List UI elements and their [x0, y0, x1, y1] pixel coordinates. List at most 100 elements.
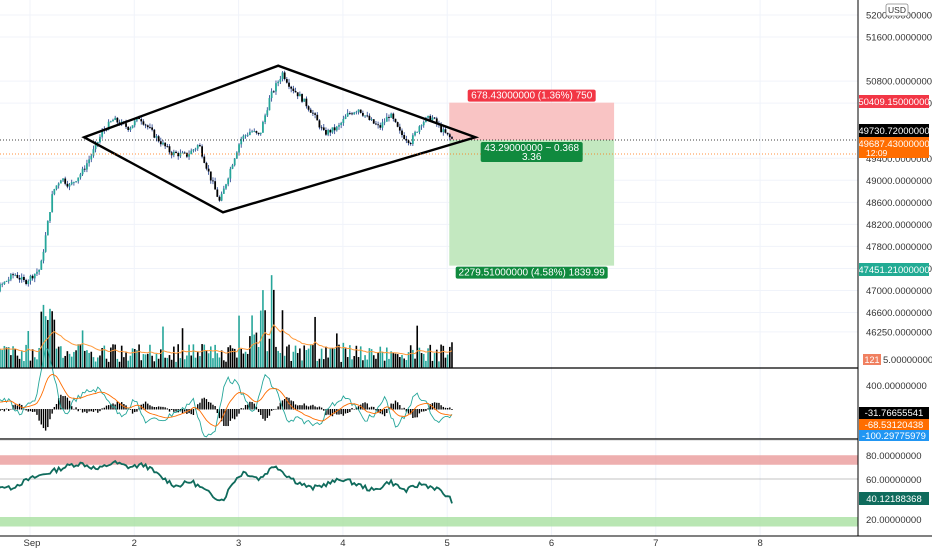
price-tick-label: 48200.00000000 [866, 220, 932, 231]
macd-histogram-bar [247, 404, 249, 410]
volume-bars [0, 275, 453, 368]
volume-bar [75, 350, 77, 368]
time-tick-label: 2 [132, 538, 137, 549]
macd-histogram-bar [407, 409, 410, 414]
svg-text:-31.76655541: -31.76655541 [865, 408, 924, 419]
volume-bar [442, 345, 445, 368]
volume-bar [144, 354, 147, 368]
candle-body [266, 110, 269, 116]
currency-badge[interactable]: USD [885, 3, 909, 17]
price-tick-label: 47800.00000000 [866, 242, 932, 253]
volume-bar [7, 347, 10, 368]
macd-histogram-bar [118, 403, 121, 410]
volume-bar [251, 315, 253, 368]
diamond-pattern[interactable] [81, 64, 480, 214]
time-tick-label: 5 [445, 538, 450, 549]
bid-price-tag: 49687.43000000 12:09 [858, 137, 930, 158]
macd-histogram-bar [86, 409, 88, 414]
candle-body [298, 94, 301, 97]
candle-body [127, 126, 130, 131]
volume-bar [403, 358, 405, 368]
position-stop-zone[interactable] [449, 102, 615, 141]
volume-bar [322, 359, 325, 368]
stop-label-box[interactable]: 678.43000000 (1.36%) 750 [467, 89, 596, 102]
volume-bar [290, 360, 292, 368]
volume-bar [394, 353, 397, 368]
candle-body [272, 91, 275, 93]
entry-label-box[interactable]: 43.29000000 ~ 0.368 3.36 [480, 142, 583, 163]
candle-body [361, 112, 364, 116]
candle-body [235, 152, 238, 159]
svg-text:-100.29775979: -100.29775979 [862, 431, 926, 442]
volume-bar [425, 360, 427, 368]
volume-bar [157, 358, 160, 368]
volume-bar [183, 359, 186, 368]
macd-histogram-bar [73, 408, 75, 410]
candle-body [75, 181, 77, 183]
volume-bar [55, 348, 58, 368]
macd-histogram-bar [244, 405, 247, 410]
candle-body [212, 180, 214, 182]
volume-bar [44, 316, 47, 368]
volume-bar [53, 319, 56, 368]
macd-histogram-bar [225, 409, 227, 427]
target-label-box[interactable]: 2279.51000000 (4.58%) 1839.99 [455, 266, 608, 279]
candle-body [99, 136, 101, 143]
macd-histogram-bar [160, 406, 162, 410]
volume-bar [205, 350, 208, 368]
macd-histogram-bar [5, 408, 8, 410]
target-price-tag: 47451.21000000 [858, 263, 930, 276]
volume-bar [164, 357, 166, 368]
price-tick-label: 51600.00000000 [866, 33, 932, 44]
svg-text:49730.72000000: 49730.72000000 [858, 126, 929, 137]
macd-histogram-bar [71, 406, 73, 410]
macd-histogram-bar [214, 406, 216, 410]
candle-body [51, 194, 54, 213]
candle-body [140, 119, 143, 122]
macd-histogram-bar [351, 408, 353, 410]
svg-text:40.12188368: 40.12188368 [866, 494, 921, 505]
time-axis[interactable]: Sep 2 3 4 5 6 7 8 [0, 535, 932, 550]
candle-body [355, 111, 358, 113]
volume-bar [188, 344, 190, 368]
volume-bar [364, 355, 366, 368]
volume-bar [427, 348, 429, 368]
stop-price-tag: 50409.15000000 [858, 95, 930, 108]
volume-bar [31, 349, 34, 368]
volume-bar [33, 357, 36, 368]
macd-histogram-bar [373, 406, 375, 410]
macd-histogram-bar [260, 409, 262, 416]
macd-histogram-bar [412, 409, 414, 419]
volume-bar [179, 358, 182, 368]
volume-bar [90, 351, 93, 368]
macd-histogram-bar [68, 400, 71, 410]
candle-body [112, 119, 114, 122]
macd-histogram-bar [273, 409, 275, 410]
macd-histogram-bar [360, 404, 362, 410]
candle-body [279, 78, 282, 82]
volume-bar [25, 344, 27, 368]
volume-bar [133, 348, 136, 368]
volume-bar [181, 328, 184, 368]
macd-histogram-bar [199, 402, 201, 410]
macd-histogram-bar [14, 404, 16, 410]
volume-bar [170, 359, 173, 368]
macd-histogram-bar [405, 409, 408, 412]
macd-histogram-bar [403, 407, 405, 410]
macd-histogram-bar [55, 404, 58, 410]
volume-bar [233, 348, 236, 368]
price-axis[interactable]: 52000.0000000051600.0000000050800.000000… [857, 0, 932, 536]
candle-body [335, 126, 338, 131]
candle-body [27, 280, 30, 284]
volume-bar [29, 360, 32, 368]
rsi-pane [0, 455, 858, 527]
candle-body [179, 152, 182, 157]
candle-body [38, 269, 41, 272]
volume-bar [196, 352, 199, 368]
candle-body [318, 120, 321, 128]
volume-axis-label: 5.00000000 [883, 355, 932, 366]
volume-bar [140, 360, 143, 368]
price-tick-label: 50800.00000000 [866, 77, 932, 88]
candle-body [203, 156, 206, 163]
